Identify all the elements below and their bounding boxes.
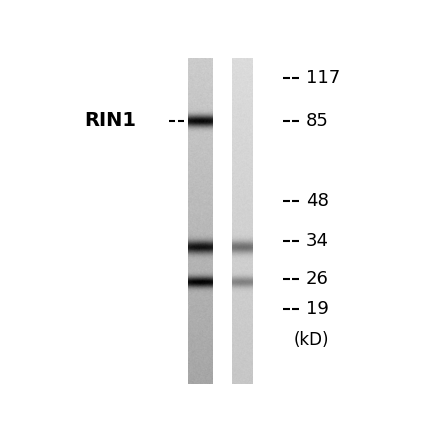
Text: 26: 26 <box>306 270 329 288</box>
Text: 34: 34 <box>306 232 329 250</box>
Text: 48: 48 <box>306 192 329 209</box>
Text: RIN1: RIN1 <box>84 111 136 131</box>
Text: 19: 19 <box>306 300 329 318</box>
Text: 85: 85 <box>306 112 329 130</box>
Text: (kD): (kD) <box>294 331 329 349</box>
Text: 117: 117 <box>306 69 340 87</box>
